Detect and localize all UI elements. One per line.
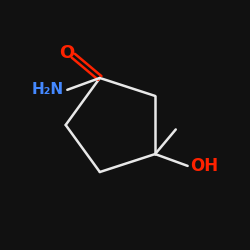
Text: OH: OH <box>190 157 218 175</box>
Text: O: O <box>60 44 75 62</box>
Text: H₂N: H₂N <box>32 82 64 97</box>
